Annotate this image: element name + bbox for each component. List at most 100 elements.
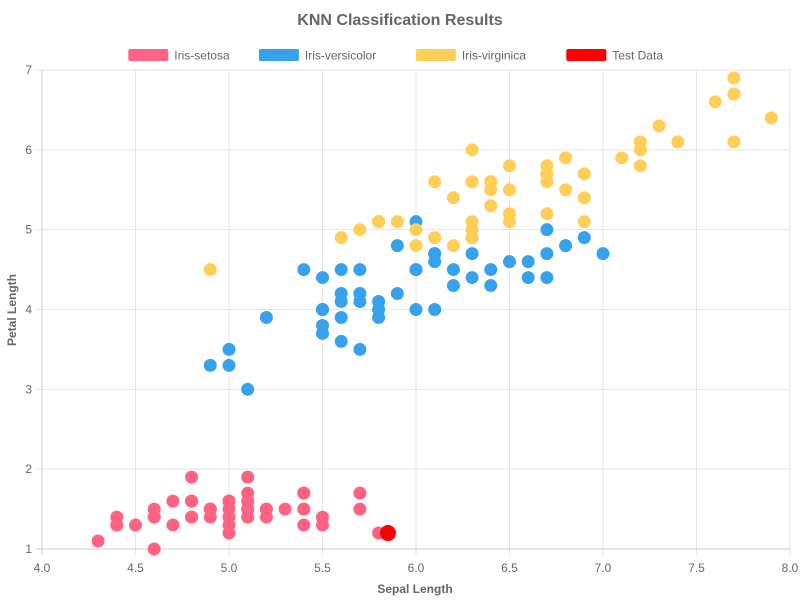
data-point — [559, 151, 573, 165]
data-point — [446, 279, 460, 293]
legend-label: Test Data — [612, 49, 663, 63]
series-iris-virginica — [203, 71, 778, 277]
data-point — [484, 279, 498, 293]
y-tick-label: 3 — [25, 382, 32, 396]
data-point — [297, 486, 311, 500]
data-point — [652, 119, 666, 133]
y-tick-label: 6 — [25, 143, 32, 157]
legend-label: Iris-versicolor — [305, 49, 376, 63]
data-point — [390, 239, 404, 253]
data-point — [222, 342, 236, 356]
data-point — [334, 231, 348, 245]
legend-item[interactable]: Iris-setosa — [128, 49, 230, 63]
data-point — [465, 223, 479, 237]
data-point — [241, 470, 255, 484]
data-point — [577, 231, 591, 245]
data-point — [185, 494, 199, 508]
data-point — [596, 247, 610, 261]
legend-item[interactable]: Iris-virginica — [415, 49, 526, 63]
data-point — [484, 183, 498, 197]
data-point — [503, 183, 516, 197]
data-point — [316, 271, 329, 285]
y-axis-ticks: 1 2 3 4 5 6 7 — [25, 63, 32, 556]
series-iris-versicolor — [203, 215, 610, 396]
legend-item[interactable]: Test Data — [566, 49, 663, 63]
data-point — [540, 223, 554, 237]
data-point — [297, 263, 311, 277]
data-point — [428, 231, 442, 245]
data-point — [484, 263, 498, 277]
x-tick-label: 4.0 — [34, 561, 51, 575]
data-point — [316, 326, 329, 340]
data-point — [671, 135, 685, 149]
data-point — [446, 191, 460, 205]
data-point — [503, 207, 516, 221]
x-tick-label: 8.0 — [782, 561, 799, 575]
data-point — [316, 518, 329, 532]
y-tick-label: 1 — [25, 542, 32, 556]
data-point — [297, 518, 311, 532]
data-point — [353, 502, 367, 516]
y-tick-label: 2 — [25, 462, 32, 476]
data-point — [484, 199, 498, 213]
data-point — [446, 239, 460, 253]
data-point — [465, 143, 479, 157]
legend-swatch — [566, 49, 607, 61]
data-point — [334, 310, 348, 324]
data-point — [727, 87, 741, 101]
data-point — [503, 159, 516, 173]
x-tick-label: 6.5 — [501, 561, 518, 575]
data-point — [521, 271, 535, 285]
y-tick-label: 5 — [25, 223, 32, 237]
data-point — [465, 271, 479, 285]
data-point — [615, 151, 629, 165]
x-axis-ticks: 4.0 4.5 5.0 5.5 6.0 6.5 7.0 7.5 8.0 — [34, 561, 799, 575]
data-point — [203, 358, 217, 372]
data-point — [428, 255, 442, 269]
data-point — [409, 239, 423, 253]
data-point — [203, 502, 217, 516]
data-point — [428, 303, 442, 316]
data-point — [334, 334, 348, 348]
data-point — [559, 239, 573, 253]
data-point — [334, 287, 348, 301]
data-point — [633, 143, 647, 157]
data-points — [91, 71, 778, 556]
data-point — [540, 271, 554, 285]
data-point — [390, 287, 404, 301]
data-point — [559, 183, 573, 197]
legend-item[interactable]: Iris-versicolor — [258, 49, 376, 63]
data-point — [428, 175, 442, 189]
x-axis-title: Sepal Length — [377, 582, 452, 596]
series-iris-setosa — [91, 470, 386, 556]
data-point — [577, 191, 591, 205]
data-point — [129, 518, 142, 532]
data-point — [110, 518, 124, 532]
x-tick-label: 5.0 — [221, 561, 238, 575]
data-point — [764, 111, 778, 125]
data-point — [503, 255, 516, 269]
data-point — [316, 303, 329, 316]
data-point — [465, 175, 479, 189]
data-point — [577, 167, 591, 181]
data-point — [297, 502, 311, 516]
y-axis-title: Petal Length — [5, 274, 19, 346]
data-point — [185, 510, 199, 524]
data-point — [353, 223, 367, 237]
data-point — [409, 263, 423, 277]
data-point — [727, 71, 741, 85]
data-point — [521, 255, 535, 269]
data-point — [203, 263, 217, 277]
data-point — [353, 486, 367, 500]
y-tick-label: 7 — [25, 63, 32, 77]
series-test-data — [379, 525, 396, 542]
data-point — [91, 534, 105, 548]
data-point — [372, 215, 386, 229]
legend: Iris-setosa Iris-versicolor Iris-virginica… — [128, 49, 663, 63]
x-tick-label: 5.5 — [314, 561, 331, 575]
data-point — [372, 303, 386, 316]
data-point — [334, 263, 348, 277]
data-point — [540, 167, 554, 181]
data-point — [409, 223, 423, 237]
